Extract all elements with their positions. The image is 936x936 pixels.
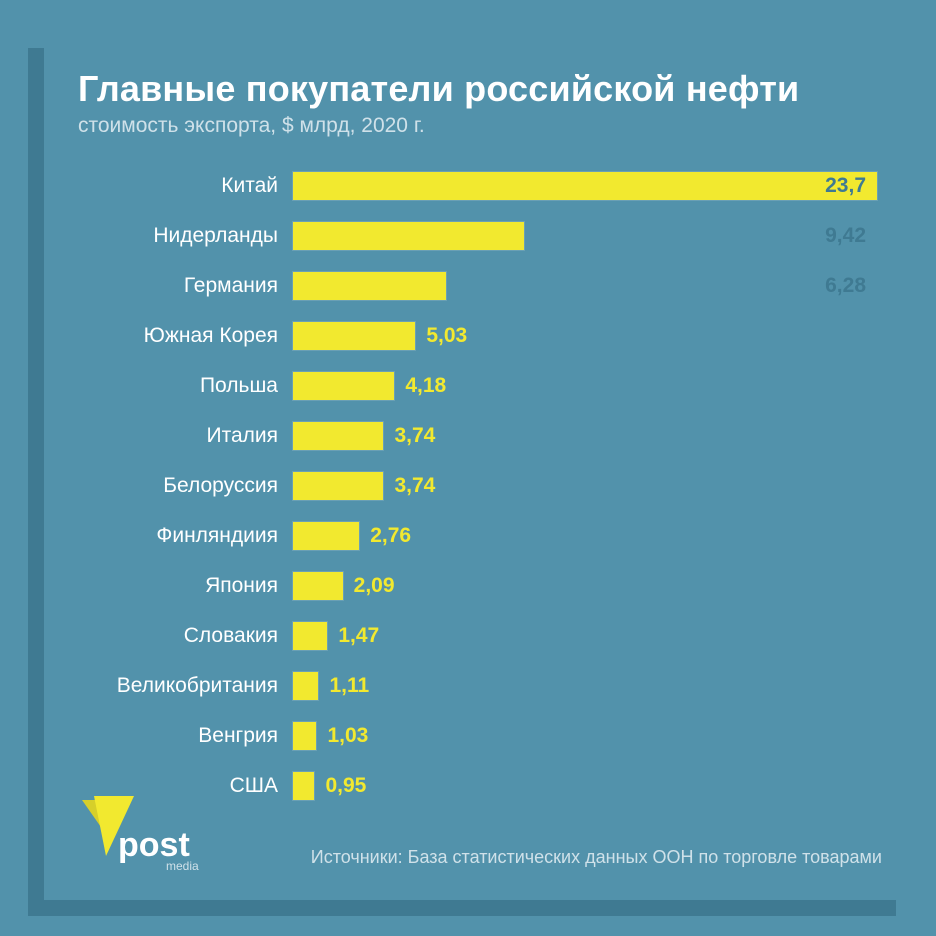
chart-subtitle: стоимость экспорта, $ млрд, 2020 г.: [78, 114, 884, 138]
bar-track: 1,47: [292, 621, 884, 651]
bar-track: 2,76: [292, 521, 884, 551]
bar-label: Нидерланды: [78, 224, 292, 248]
bar-row: Белоруссия 3,74: [78, 464, 884, 508]
bar-value: 0,95: [325, 771, 366, 801]
bar-track: 4,18: [292, 371, 884, 401]
bar: [292, 521, 360, 551]
bar-label: Германия: [78, 274, 292, 298]
bar: [292, 421, 384, 451]
bar-track: 6,28: [292, 271, 884, 301]
bar: [292, 771, 315, 801]
bar-value: 3,74: [394, 471, 435, 501]
bar-track: 3,74: [292, 421, 884, 451]
svg-text:media: media: [166, 859, 199, 873]
bar-row: Китай23,7: [78, 164, 884, 208]
bar-label: Венгрия: [78, 724, 292, 748]
bar-track: 1,11: [292, 671, 884, 701]
bar-row: Япония 2,09: [78, 564, 884, 608]
bar-track: 5,03: [292, 321, 884, 351]
chart-title: Главные покупатели российской нефти: [78, 68, 884, 110]
bar-row: Великобритания 1,11: [78, 664, 884, 708]
bar-track: 9,42: [292, 221, 884, 251]
bar-row: Нидерланды 9,42: [78, 214, 884, 258]
bar-label: Китай: [78, 174, 292, 198]
bar-value: 9,42: [643, 221, 876, 251]
bar-track: 2,09: [292, 571, 884, 601]
bar-value: 1,03: [327, 721, 368, 751]
bar-value: 2,09: [354, 571, 395, 601]
bar: [292, 221, 525, 251]
chart-card: Главные покупатели российской нефти стои…: [44, 30, 914, 900]
bar-track: 0,95: [292, 771, 884, 801]
bar-row: Польша 4,18: [78, 364, 884, 408]
bar-row: Южная Корея 5,03: [78, 314, 884, 358]
bar-value: 5,03: [426, 321, 467, 351]
bar-chart: Китай23,7 Нидерланды 9,42 Германия 6,28 Южная…: [78, 164, 884, 808]
bar: [292, 621, 328, 651]
bar: [292, 571, 344, 601]
bar-label: Южная Корея: [78, 324, 292, 348]
bar-value: 23,7: [290, 171, 876, 201]
bar-track: 3,74: [292, 471, 884, 501]
bar-label: Япония: [78, 574, 292, 598]
bar-value: 4,18: [405, 371, 446, 401]
bar: [292, 371, 395, 401]
bar-track: 23,7: [292, 171, 884, 201]
bar-value: 2,76: [370, 521, 411, 551]
bar-value: 6,28: [721, 271, 876, 301]
bar: [292, 671, 319, 701]
bar-label: Польша: [78, 374, 292, 398]
bar-row: Словакия 1,47: [78, 614, 884, 658]
bar-row: Венгрия 1,03: [78, 714, 884, 758]
bar: [292, 471, 384, 501]
bar-label: Финляндиия: [78, 524, 292, 548]
bar: [292, 271, 447, 301]
bar: [292, 721, 317, 751]
bar-label: Белоруссия: [78, 474, 292, 498]
bar-row: Германия 6,28: [78, 264, 884, 308]
vpost-logo: post media: [66, 792, 216, 882]
bar-value: 3,74: [394, 421, 435, 451]
bar: [292, 321, 416, 351]
bar-label: Италия: [78, 424, 292, 448]
bar-label: Великобритания: [78, 674, 292, 698]
bar-value: 1,11: [329, 671, 369, 701]
bar-row: Италия 3,74: [78, 414, 884, 458]
bar-label: Словакия: [78, 624, 292, 648]
bar-value: 1,47: [338, 621, 379, 651]
bar-track: 1,03: [292, 721, 884, 751]
bar-row: Финляндиия 2,76: [78, 514, 884, 558]
source-text: Источники: База статистических данных ОО…: [311, 847, 882, 868]
